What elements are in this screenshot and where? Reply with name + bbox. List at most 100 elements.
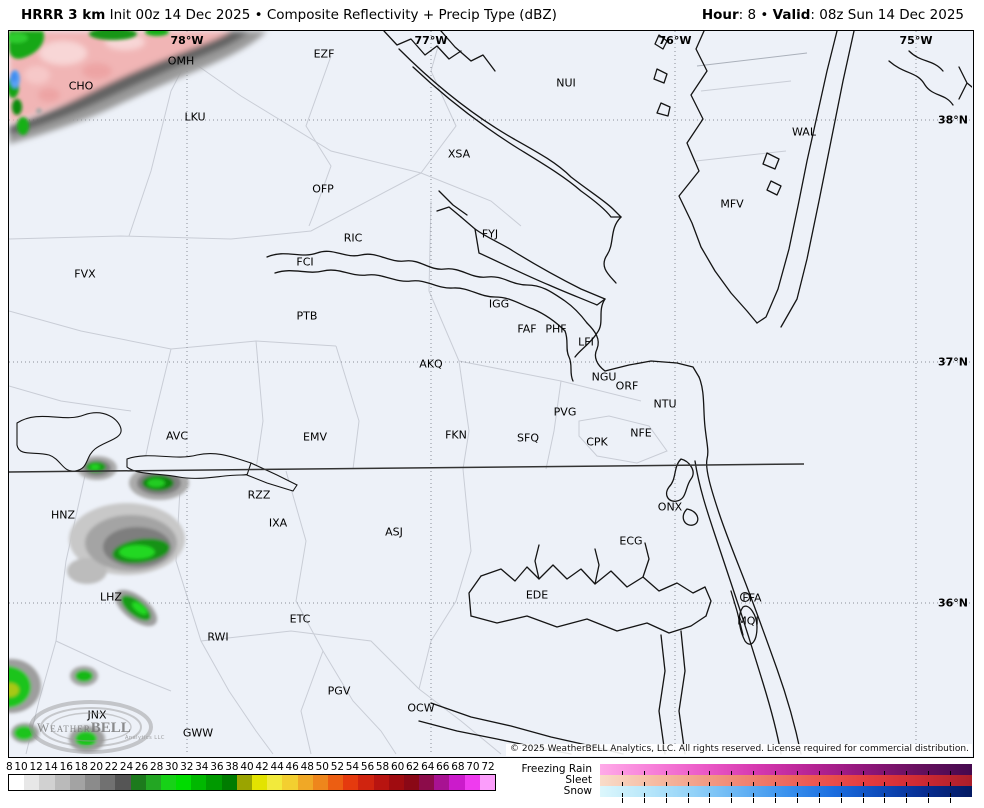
- graticule-lines: [9, 31, 972, 755]
- legend-tick: [665, 798, 667, 803]
- copyright-notice: © 2025 WeatherBELL Analytics, LLC. All r…: [506, 743, 972, 756]
- station-label-lfi: LFI: [578, 335, 594, 349]
- dbz-color-cell: [160, 775, 177, 790]
- station-label-ffa: FFA: [742, 591, 762, 605]
- state-border-line: [9, 463, 805, 473]
- dbz-tick-label: 58: [375, 761, 390, 773]
- legend-tick: [775, 798, 777, 803]
- radar-freezing-rain-band: [9, 31, 267, 144]
- legend-tick: [753, 782, 755, 786]
- dbz-tick-label: 12: [29, 761, 43, 773]
- station-label-ocw: OCW: [407, 701, 435, 715]
- station-label-ofp: OFP: [312, 182, 334, 196]
- dbz-color-cell: [358, 775, 374, 790]
- legend-tick: [862, 798, 864, 803]
- dbz-color-cell: [69, 775, 85, 790]
- legend-tick: [775, 793, 777, 797]
- station-label-pgv: PGV: [327, 684, 351, 698]
- legend-tick: [621, 798, 623, 803]
- legend-tick: [731, 793, 733, 797]
- legend-tick: [709, 793, 711, 797]
- dbz-color-cell: [267, 775, 283, 790]
- legend-tick: [643, 771, 645, 775]
- station-label-nfe: NFE: [630, 426, 652, 440]
- dbz-color-cell: [327, 775, 344, 790]
- dbz-tick-label: 64: [421, 761, 435, 773]
- lat-label: 36°N: [937, 596, 968, 610]
- station-label-etc: ETC: [289, 612, 311, 626]
- dbz-color-cell: [388, 775, 404, 790]
- dbz-tick-label: 18: [74, 761, 88, 773]
- legend-tick: [796, 771, 798, 775]
- legend-tick: [753, 798, 755, 803]
- station-label-orf: ORF: [615, 379, 639, 393]
- dbz-tick-label: 38: [225, 761, 239, 773]
- dbz-tick-label: 42: [255, 761, 269, 773]
- station-label-ric: RIC: [343, 231, 363, 245]
- station-label-fyj: FYJ: [481, 227, 499, 241]
- legend-tick: [621, 771, 623, 775]
- legend-tick: [775, 782, 777, 786]
- ptype-label-snow: Snow: [563, 785, 592, 797]
- ptype-label-sleet: Sleet: [565, 774, 592, 786]
- station-label-rwi: RWI: [207, 630, 229, 644]
- legend-tick: [818, 782, 820, 786]
- legend-tick: [687, 771, 689, 775]
- dbz-tick-label: 30: [165, 761, 179, 773]
- legend-tick: [731, 798, 733, 803]
- station-label-ixa: IXA: [268, 516, 288, 530]
- dbz-color-cell: [24, 775, 40, 790]
- dbz-color-cell: [343, 775, 359, 790]
- station-label-emv: EMV: [303, 430, 327, 444]
- ptype-bar-sleet: [600, 775, 972, 786]
- legend-tick: [709, 782, 711, 786]
- station-label-sfq: SFQ: [517, 431, 539, 445]
- legend-tick: [928, 771, 930, 775]
- dbz-color-cell: [373, 775, 389, 790]
- dbz-color-cell: [176, 775, 192, 790]
- legend-tick: [862, 793, 864, 797]
- dbz-color-cell: [252, 775, 268, 790]
- dbz-tick-label: 10: [14, 761, 28, 773]
- legend-tick: [796, 798, 798, 803]
- legend-tick: [731, 782, 733, 786]
- legend-tick: [818, 798, 820, 803]
- dbz-color-cell: [191, 775, 207, 790]
- legend-tick: [753, 771, 755, 775]
- lat-label: 38°N: [937, 113, 968, 127]
- station-label-ezf: EZF: [313, 47, 335, 61]
- dbz-tick-label: 20: [89, 761, 104, 773]
- legend-tick: [621, 793, 623, 797]
- dbz-tick-label: 56: [360, 761, 375, 773]
- legend-tick: [884, 798, 886, 803]
- ptype-label-freezing-rain: Freezing Rain: [521, 763, 592, 775]
- dbz-color-cell: [221, 775, 237, 790]
- station-label-akq: AKQ: [419, 357, 443, 371]
- dbz-colorbar: [8, 774, 496, 791]
- geography-layer: [9, 31, 972, 755]
- station-label-mqi: MQI: [737, 614, 759, 628]
- dbz-tick-label: 52: [330, 761, 345, 773]
- legend-tick: [906, 771, 908, 775]
- dbz-color-cell: [464, 775, 480, 790]
- dbz-tick-label: 40: [240, 761, 254, 773]
- legend-tick: [643, 782, 645, 786]
- dbz-color-cell: [39, 775, 55, 790]
- dbz-color-cell: [479, 775, 495, 790]
- dbz-tick-label: 22: [104, 761, 119, 773]
- legend-tick: [665, 793, 667, 797]
- legend-tick: [862, 771, 864, 775]
- dbz-scale-labels: 8 10 12 14 16 18 20 22 24 26 28 30 32 34 36 38 40 42 44 46 4…: [6, 761, 495, 773]
- lon-label: 77°W: [414, 34, 448, 47]
- dbz-tick-label: 32: [180, 761, 194, 773]
- dbz-tick-label: 62: [406, 761, 420, 773]
- dbz-tick-label: 68: [451, 761, 465, 773]
- legend-tick: [884, 782, 886, 786]
- dbz-tick-label: 48: [300, 761, 314, 773]
- station-label-ecg: ECG: [619, 534, 643, 548]
- dbz-tick-label: 24: [119, 761, 134, 773]
- legend-tick: [687, 782, 689, 786]
- station-label-igg: IGG: [488, 297, 510, 311]
- lat-label: 37°N: [937, 355, 968, 369]
- legend-tick: [709, 771, 711, 775]
